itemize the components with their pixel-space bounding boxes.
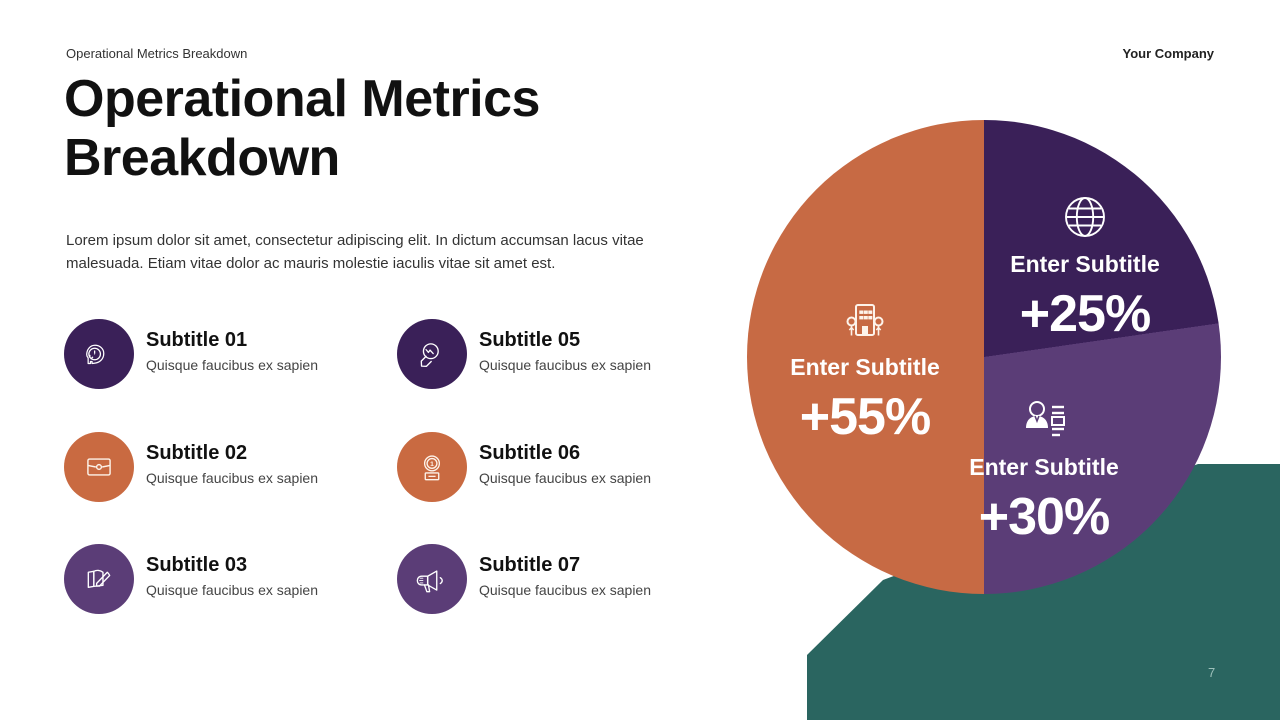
svg-text:1: 1 — [430, 461, 434, 468]
